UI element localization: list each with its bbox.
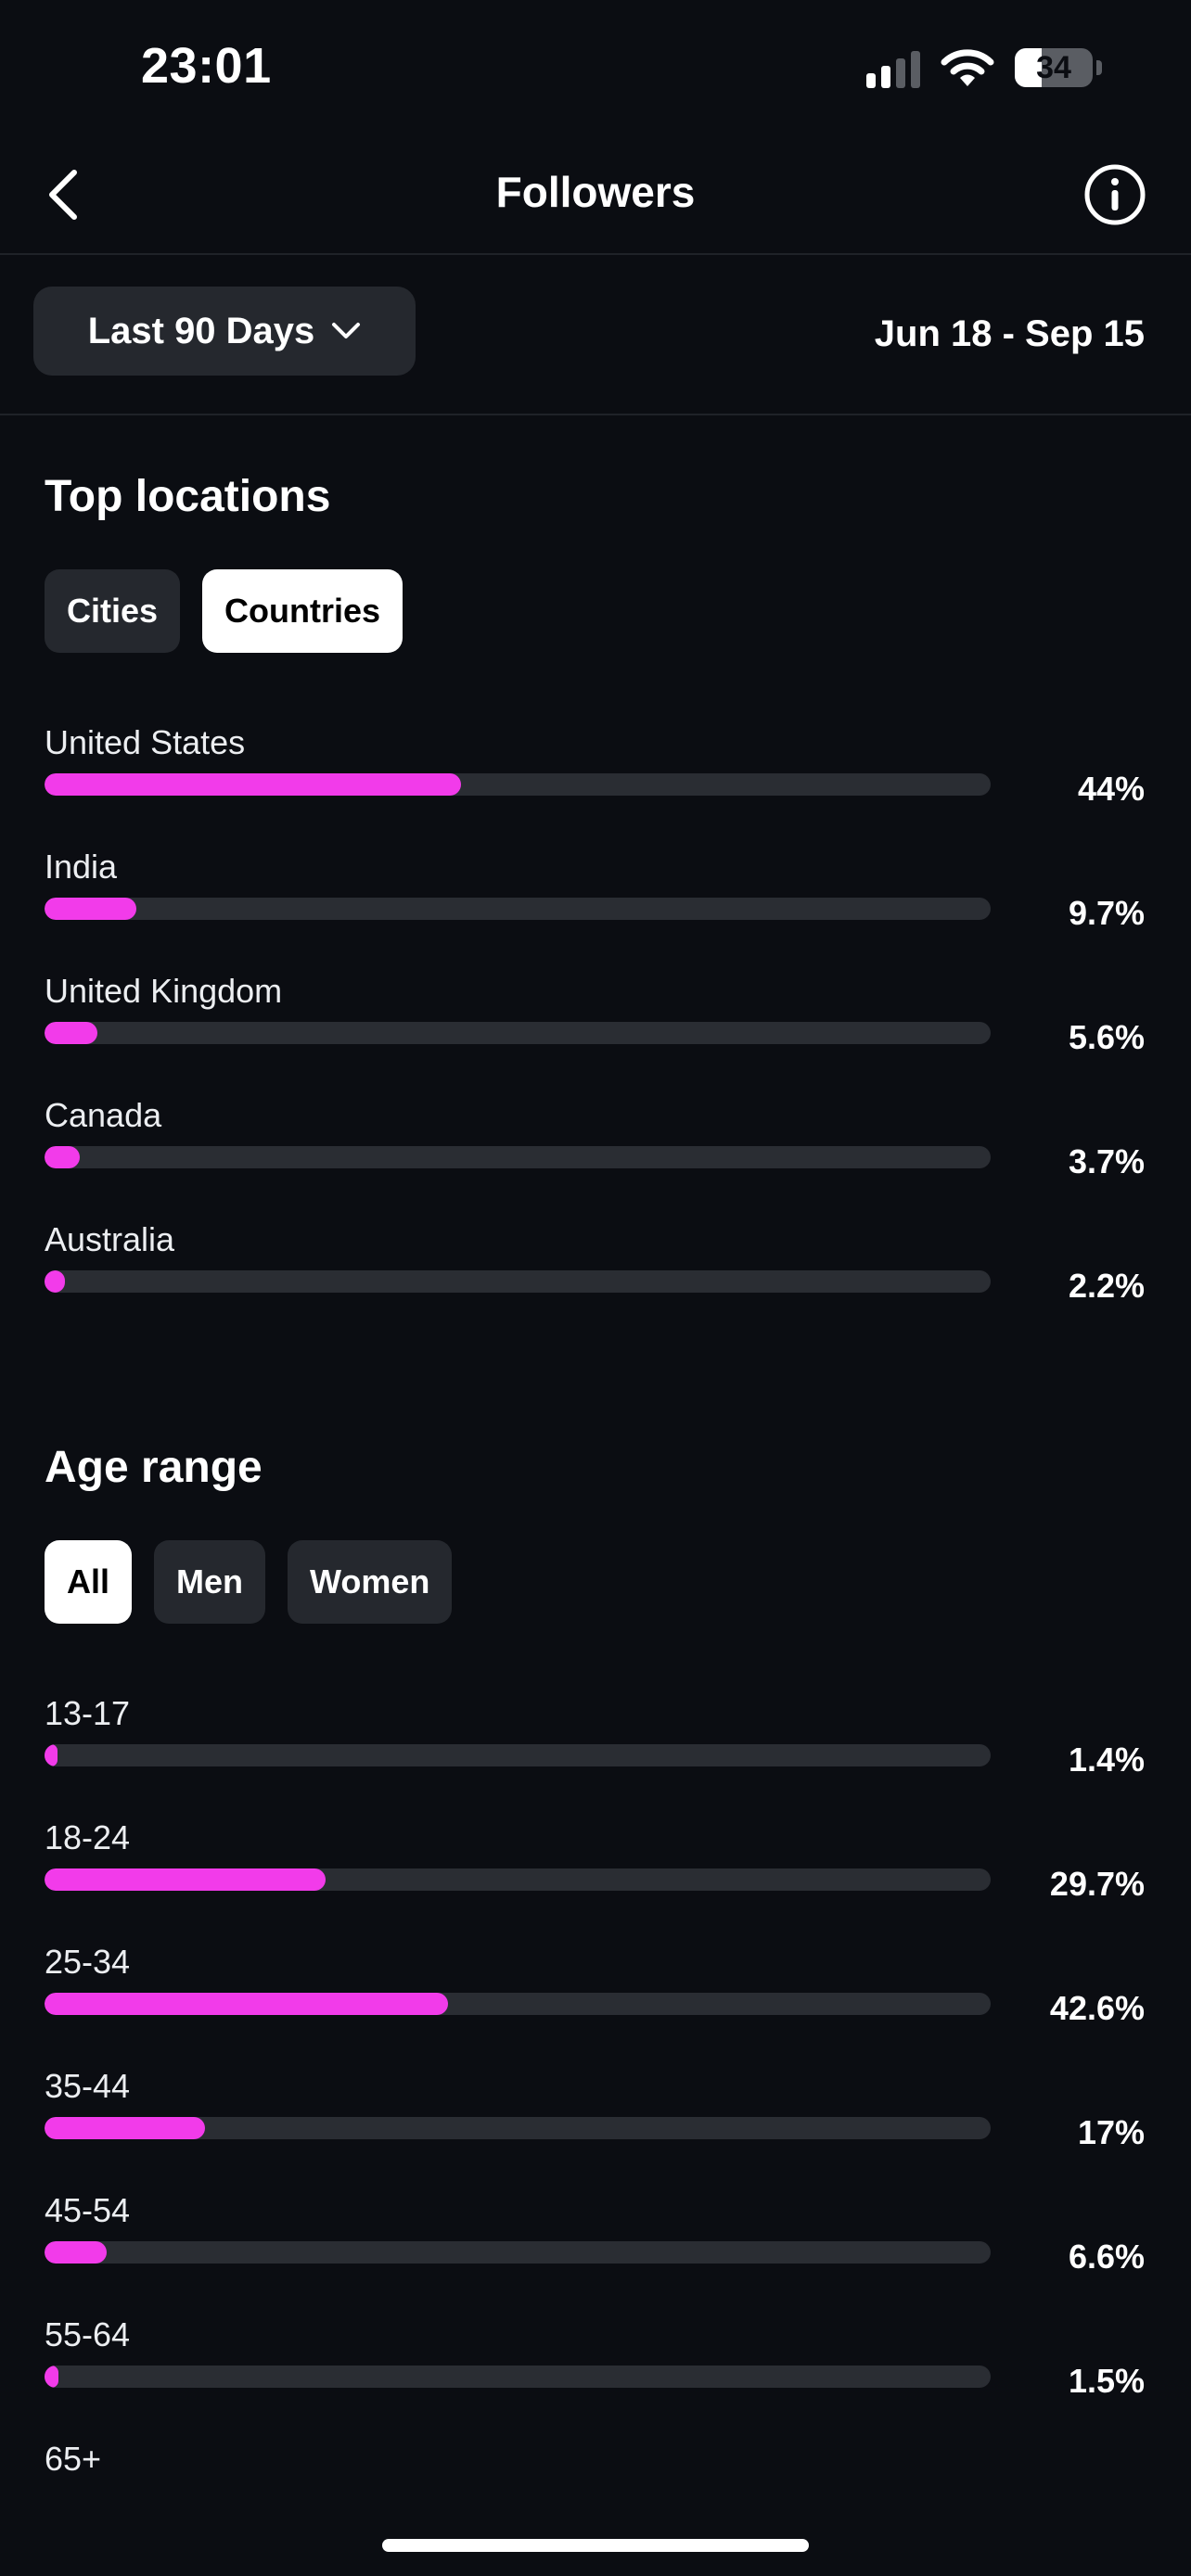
age-bar-fill bbox=[45, 2366, 59, 2388]
location-row: Australia 2.2% bbox=[0, 1220, 1191, 1345]
age-bar-track bbox=[45, 1868, 991, 1891]
location-label: United States bbox=[45, 723, 246, 761]
location-percent: 9.7% bbox=[1068, 894, 1145, 932]
info-circle-icon bbox=[1084, 164, 1146, 225]
header-divider bbox=[0, 253, 1191, 255]
age-label: 45-54 bbox=[45, 2191, 131, 2229]
chevron-left-icon bbox=[49, 170, 77, 220]
tab-countries[interactable]: Countries bbox=[202, 569, 403, 653]
location-row: United Kingdom 5.6% bbox=[0, 972, 1191, 1096]
battery-icon: 34 bbox=[1015, 48, 1093, 87]
location-label: India bbox=[45, 848, 118, 886]
location-row: United States 44% bbox=[0, 723, 1191, 848]
age-percent: 1.4% bbox=[1068, 1741, 1145, 1779]
age-label: 18-24 bbox=[45, 1818, 131, 1856]
location-percent: 5.6% bbox=[1068, 1018, 1145, 1056]
age-bar-track bbox=[45, 1744, 991, 1766]
back-button[interactable] bbox=[26, 158, 100, 232]
age-bar-track bbox=[45, 2241, 991, 2264]
age-label: 25-34 bbox=[45, 1943, 131, 1981]
location-bar-fill bbox=[45, 898, 136, 920]
battery-fill bbox=[1015, 48, 1042, 87]
battery-cap bbox=[1096, 60, 1102, 75]
age-row: 65+ bbox=[0, 2440, 1191, 2564]
age-percent: 29.7% bbox=[1049, 1865, 1145, 1903]
home-indicator bbox=[382, 2539, 809, 2552]
wifi-icon bbox=[941, 49, 994, 86]
age-label: 55-64 bbox=[45, 2315, 131, 2353]
location-percent: 3.7% bbox=[1068, 1142, 1145, 1180]
status-icons: 34 bbox=[866, 45, 1102, 91]
status-time: 23:01 bbox=[141, 38, 272, 94]
age-bar-track bbox=[45, 2366, 991, 2388]
location-row: Canada 3.7% bbox=[0, 1096, 1191, 1220]
age-label: 13-17 bbox=[45, 1694, 131, 1732]
tab-men[interactable]: Men bbox=[154, 1540, 266, 1624]
age-percent: 17% bbox=[1077, 2113, 1145, 2151]
tab-all[interactable]: All bbox=[45, 1540, 133, 1624]
nav-header: Followers bbox=[0, 139, 1191, 254]
age-bar-track bbox=[45, 1993, 991, 2015]
age-label: 35-44 bbox=[45, 2067, 131, 2105]
age-bar-fill bbox=[45, 2241, 108, 2264]
age-percent: 6.6% bbox=[1068, 2238, 1145, 2276]
location-bar-fill bbox=[45, 773, 461, 796]
date-range-text: Jun 18 - Sep 15 bbox=[874, 313, 1145, 354]
age-bar-fill bbox=[45, 1868, 326, 1891]
signal-icon bbox=[866, 47, 920, 88]
top-locations-title: Top locations bbox=[45, 472, 331, 521]
age-percent: 42.6% bbox=[1049, 1989, 1145, 2027]
location-tabs: Cities Countries bbox=[45, 569, 403, 653]
age-row: 13-17 1.4% bbox=[0, 1694, 1191, 1818]
age-label: 65+ bbox=[45, 2440, 102, 2478]
location-bar-fill bbox=[45, 1146, 80, 1168]
location-percent: 2.2% bbox=[1068, 1267, 1145, 1305]
age-percent: 1.5% bbox=[1068, 2362, 1145, 2400]
tab-cities[interactable]: Cities bbox=[45, 569, 181, 653]
age-row: 35-44 17% bbox=[0, 2067, 1191, 2191]
location-label: Australia bbox=[45, 1220, 175, 1258]
location-bar-track bbox=[45, 1270, 991, 1293]
locations-list: United States 44% India 9.7% United King… bbox=[0, 723, 1191, 1345]
location-label: Canada bbox=[45, 1096, 162, 1134]
chevron-down-icon bbox=[332, 323, 361, 338]
info-button[interactable] bbox=[1078, 158, 1152, 232]
age-row: 25-34 42.6% bbox=[0, 1943, 1191, 2067]
page-title: Followers bbox=[495, 168, 696, 216]
tab-women[interactable]: Women bbox=[288, 1540, 453, 1624]
age-range-title: Age range bbox=[45, 1443, 263, 1492]
range-divider bbox=[0, 414, 1191, 415]
age-row: 18-24 29.7% bbox=[0, 1818, 1191, 1943]
location-bar-fill bbox=[45, 1270, 66, 1293]
location-row: India 9.7% bbox=[0, 848, 1191, 972]
location-bar-fill bbox=[45, 1022, 98, 1044]
location-bar-track bbox=[45, 898, 991, 920]
location-percent: 44% bbox=[1077, 770, 1145, 808]
date-range-dropdown[interactable]: Last 90 Days bbox=[33, 287, 416, 376]
age-bar-fill bbox=[45, 1744, 58, 1766]
location-label: United Kingdom bbox=[45, 972, 283, 1010]
age-tabs: All Men Women bbox=[45, 1540, 453, 1624]
battery-level: 34 bbox=[1036, 49, 1071, 85]
age-row: 55-64 1.5% bbox=[0, 2315, 1191, 2440]
location-bar-track bbox=[45, 773, 991, 796]
age-row: 45-54 6.6% bbox=[0, 2191, 1191, 2315]
location-bar-track bbox=[45, 1146, 991, 1168]
age-bar-track bbox=[45, 2117, 991, 2139]
age-list: 13-17 1.4% 18-24 29.7% 25-34 42.6% 35-44… bbox=[0, 1694, 1191, 2564]
age-bar-fill bbox=[45, 1993, 448, 2015]
date-range-label: Last 90 Days bbox=[87, 310, 315, 351]
location-bar-track bbox=[45, 1022, 991, 1044]
age-bar-fill bbox=[45, 2117, 206, 2139]
